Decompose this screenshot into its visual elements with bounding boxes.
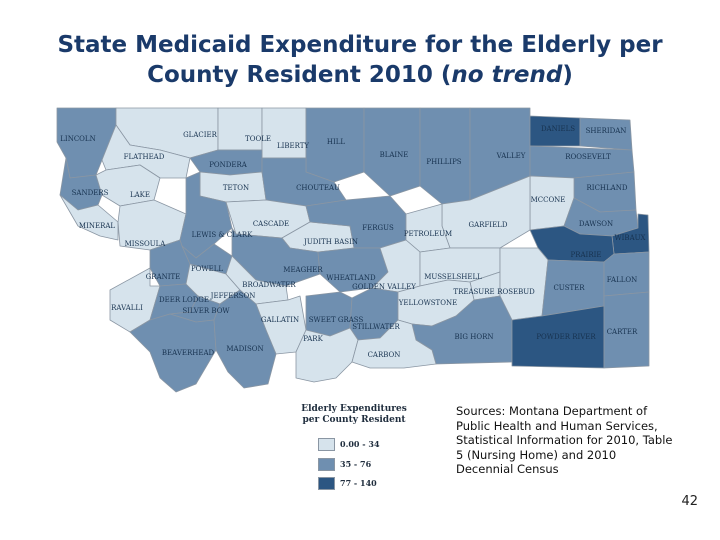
county-carter — [603, 291, 650, 369]
county-label-sanders: SANDERS — [72, 189, 109, 197]
county-phillips — [419, 107, 471, 205]
county-label-mccone: MCCONE — [531, 196, 566, 204]
county-label-petroleum: PETROLEUM — [404, 230, 452, 238]
county-label-deer-lodge: DEER LODGE — [159, 296, 209, 304]
county-label-roosevelt: ROOSEVELT — [565, 153, 611, 161]
county-lake — [95, 164, 161, 207]
county-label-sweet-grass: SWEET GRASS — [309, 316, 364, 324]
sources-note: Sources: Montana Department of Public He… — [456, 404, 673, 476]
legend-swatch-mid — [318, 458, 335, 471]
title-line-2: County Resident 2010 (no trend) — [20, 60, 700, 90]
county-liberty — [261, 107, 307, 159]
county-blaine — [363, 107, 421, 197]
county-label-stillwater: STILLWATER — [352, 323, 400, 331]
county-label-carter: CARTER — [607, 328, 638, 336]
county-label-liberty: LIBERTY — [277, 142, 309, 150]
county-label-rosebud: ROSEBUD — [497, 288, 535, 296]
legend-label-low: 0.00 - 34 — [340, 439, 380, 449]
county-label-lake: LAKE — [130, 191, 150, 199]
county-rosebud — [499, 247, 549, 321]
county-label-garfield: GARFIELD — [469, 221, 508, 229]
county-label-chouteau: CHOUTEAU — [296, 184, 340, 192]
title-line-2-suffix: ) — [562, 62, 573, 88]
county-label-dawson: DAWSON — [579, 220, 613, 228]
county-label-big-horn: BIG HORN — [455, 333, 494, 341]
county-label-wheatland: WHEATLAND — [326, 274, 376, 282]
county-label-sheridan: SHERIDAN — [586, 127, 627, 135]
county-label-custer: CUSTER — [553, 284, 585, 292]
county-label-ravalli: RAVALLI — [111, 304, 143, 312]
county-label-fallon: FALLON — [607, 276, 637, 284]
county-label-lewis-and-clark: LEWIS & CLARK — [192, 231, 254, 239]
county-label-richland: RICHLAND — [587, 184, 628, 192]
county-mineral — [59, 194, 119, 241]
county-label-jefferson: JEFFERSON — [210, 292, 256, 300]
county-fallon — [603, 251, 650, 297]
county-label-treasure: TREASURE — [453, 288, 494, 296]
county-label-daniels: DANIELS — [541, 125, 575, 133]
county-carbon — [351, 319, 437, 369]
legend-label-mid: 35 - 76 — [340, 459, 372, 469]
county-label-madison: MADISON — [226, 345, 263, 353]
county-label-golden-valley: GOLDEN VALLEY — [352, 283, 416, 291]
county-shapes — [56, 107, 650, 393]
county-sweet-grass — [305, 291, 353, 337]
county-label-teton: TETON — [223, 184, 249, 192]
county-label-judith-basin: JUDITH BASIN — [303, 238, 358, 246]
county-label-carbon: CARBON — [368, 351, 401, 359]
title-line-2-emphasis: no trend — [451, 62, 563, 88]
title-line-1: State Medicaid Expenditure for the Elder… — [57, 32, 663, 58]
county-label-granite: GRANITE — [146, 273, 181, 281]
county-label-cascade: CASCADE — [253, 220, 289, 228]
county-flathead — [101, 124, 191, 179]
legend-title: Elderly Expenditures per County Resident — [298, 404, 410, 426]
county-label-prairie: PRAIRIE — [571, 251, 602, 259]
county-label-fergus: FERGUS — [362, 224, 394, 232]
county-label-powell: POWELL — [191, 265, 223, 273]
legend-swatch-low — [318, 438, 335, 451]
county-label-powder-river: POWDER RIVER — [536, 333, 596, 341]
title-line-2-prefix: County Resident 2010 ( — [147, 62, 452, 88]
page-number: 42 — [681, 494, 698, 509]
county-label-pondera: PONDERA — [209, 161, 248, 169]
county-label-yellowstone: YELLOWSTONE — [398, 299, 457, 307]
county-label-silver-bow: SILVER BOW — [182, 307, 230, 315]
county-label-blaine: BLAINE — [380, 151, 409, 159]
county-label-gallatin: GALLATIN — [261, 316, 299, 324]
county-label-missoula: MISSOULA — [125, 240, 167, 248]
page-title: State Medicaid Expenditure for the Elder… — [20, 30, 700, 90]
county-label-wibaux: WIBAUX — [614, 234, 645, 242]
legend-title-line-2: per County Resident — [302, 415, 406, 425]
county-label-meagher: MEAGHER — [283, 266, 323, 274]
county-label-park: PARK — [303, 335, 323, 343]
county-label-musselshell: MUSSELSHELL — [424, 273, 482, 281]
legend-swatch-high — [318, 477, 335, 490]
county-label-toole: TOOLE — [245, 135, 271, 143]
county-label-lincoln: LINCOLN — [60, 135, 95, 143]
county-labels: LINCOLN GLACIER TOOLE LIBERTY HILL BLAINE PHIL… — [60, 125, 645, 359]
county-label-flathead: FLATHEAD — [124, 153, 165, 161]
county-label-mineral: MINERAL — [79, 222, 115, 230]
county-label-hill: HILL — [327, 138, 346, 146]
county-label-beaverhead: BEAVERHEAD — [162, 349, 215, 357]
county-label-phillips: PHILLIPS — [426, 158, 461, 166]
county-toole — [217, 107, 263, 151]
county-label-broadwater: BROADWATER — [242, 281, 296, 289]
legend-label-high: 77 - 140 — [340, 478, 377, 488]
county-label-glacier: GLACIER — [183, 131, 218, 139]
legend-title-line-1: Elderly Expenditures — [301, 404, 407, 414]
county-label-valley: VALLEY — [496, 152, 526, 160]
county-madison — [213, 289, 277, 389]
